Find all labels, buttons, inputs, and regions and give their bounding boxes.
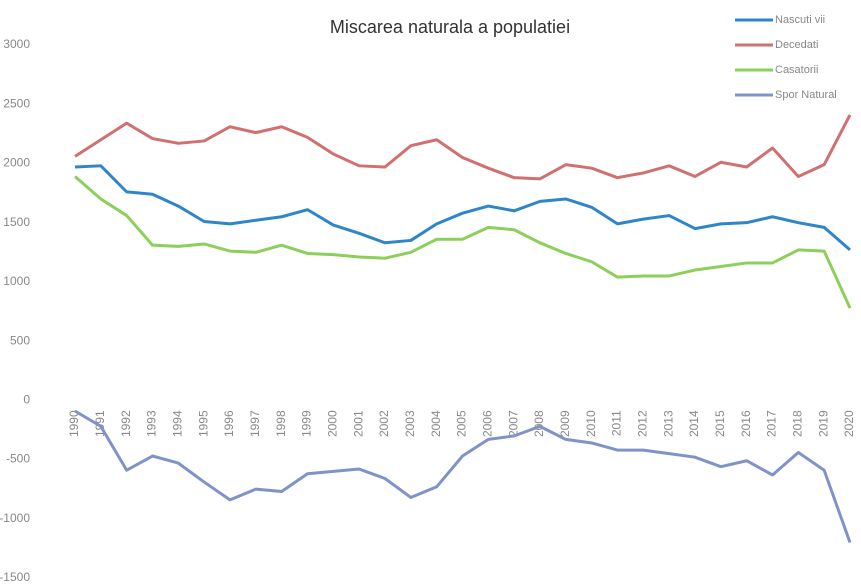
x-tick-label: 1995 (196, 410, 210, 437)
x-tick-label: 2009 (558, 410, 572, 437)
x-tick-label: 2013 (661, 410, 675, 437)
x-tick-label: 1999 (300, 410, 314, 437)
legend-label: Nascuti vii (775, 14, 825, 26)
x-tick-label: 1990 (67, 410, 81, 437)
series-line (74, 175, 852, 309)
x-tick-label: 2006 (481, 410, 495, 437)
legend-label: Decedati (775, 39, 818, 51)
x-tick-label: 2011 (610, 410, 624, 436)
y-tick-label: 500 (10, 333, 30, 347)
x-tick-label: 2014 (687, 410, 701, 437)
x-tick-label: 2002 (377, 410, 391, 437)
x-tick-label: 2004 (429, 410, 443, 437)
y-tick-label: 3000 (3, 37, 30, 51)
x-tick-label: 1994 (171, 410, 185, 437)
x-tick-label: 1997 (248, 410, 262, 437)
y-tick-label: 2500 (3, 96, 30, 110)
x-tick-label: 2007 (506, 410, 520, 437)
x-tick-label: 2012 (636, 410, 650, 437)
y-tick-label: 2000 (3, 156, 30, 170)
x-tick-label: 2015 (713, 410, 727, 437)
x-tick-label: 1992 (119, 410, 133, 437)
x-tick-label: 2005 (455, 410, 469, 437)
y-tick-label: -1500 (0, 570, 30, 584)
series-line (74, 164, 851, 252)
x-tick-label: 2008 (532, 410, 546, 437)
x-tick-label: 1993 (145, 410, 159, 437)
x-tick-label: 2000 (326, 410, 340, 437)
x-tick-label: 1996 (222, 410, 236, 437)
y-tick-label: 1000 (3, 274, 30, 288)
x-tick-label: 2003 (403, 410, 417, 437)
series-line (74, 114, 852, 181)
x-tick-label: 2020 (842, 410, 856, 437)
legend-label: Spor Natural (775, 89, 837, 101)
y-tick-label: -1000 (0, 511, 30, 525)
x-tick-label: 2010 (584, 410, 598, 437)
legend-label: Casatorii (775, 64, 818, 76)
x-tick-label: 2017 (765, 410, 779, 437)
y-tick-label: 0 (23, 393, 30, 407)
x-tick-label: 2019 (816, 410, 830, 437)
y-tick-label: 1500 (3, 215, 30, 229)
series-line (74, 409, 852, 543)
y-tick-label: -500 (6, 452, 30, 466)
x-tick-label: 2016 (739, 410, 753, 437)
x-tick-label: 1998 (274, 410, 288, 437)
x-tick-label: 2018 (791, 410, 805, 437)
chart-title: Miscarea naturala a populatiei (330, 17, 570, 37)
x-tick-label: 2001 (351, 410, 365, 437)
